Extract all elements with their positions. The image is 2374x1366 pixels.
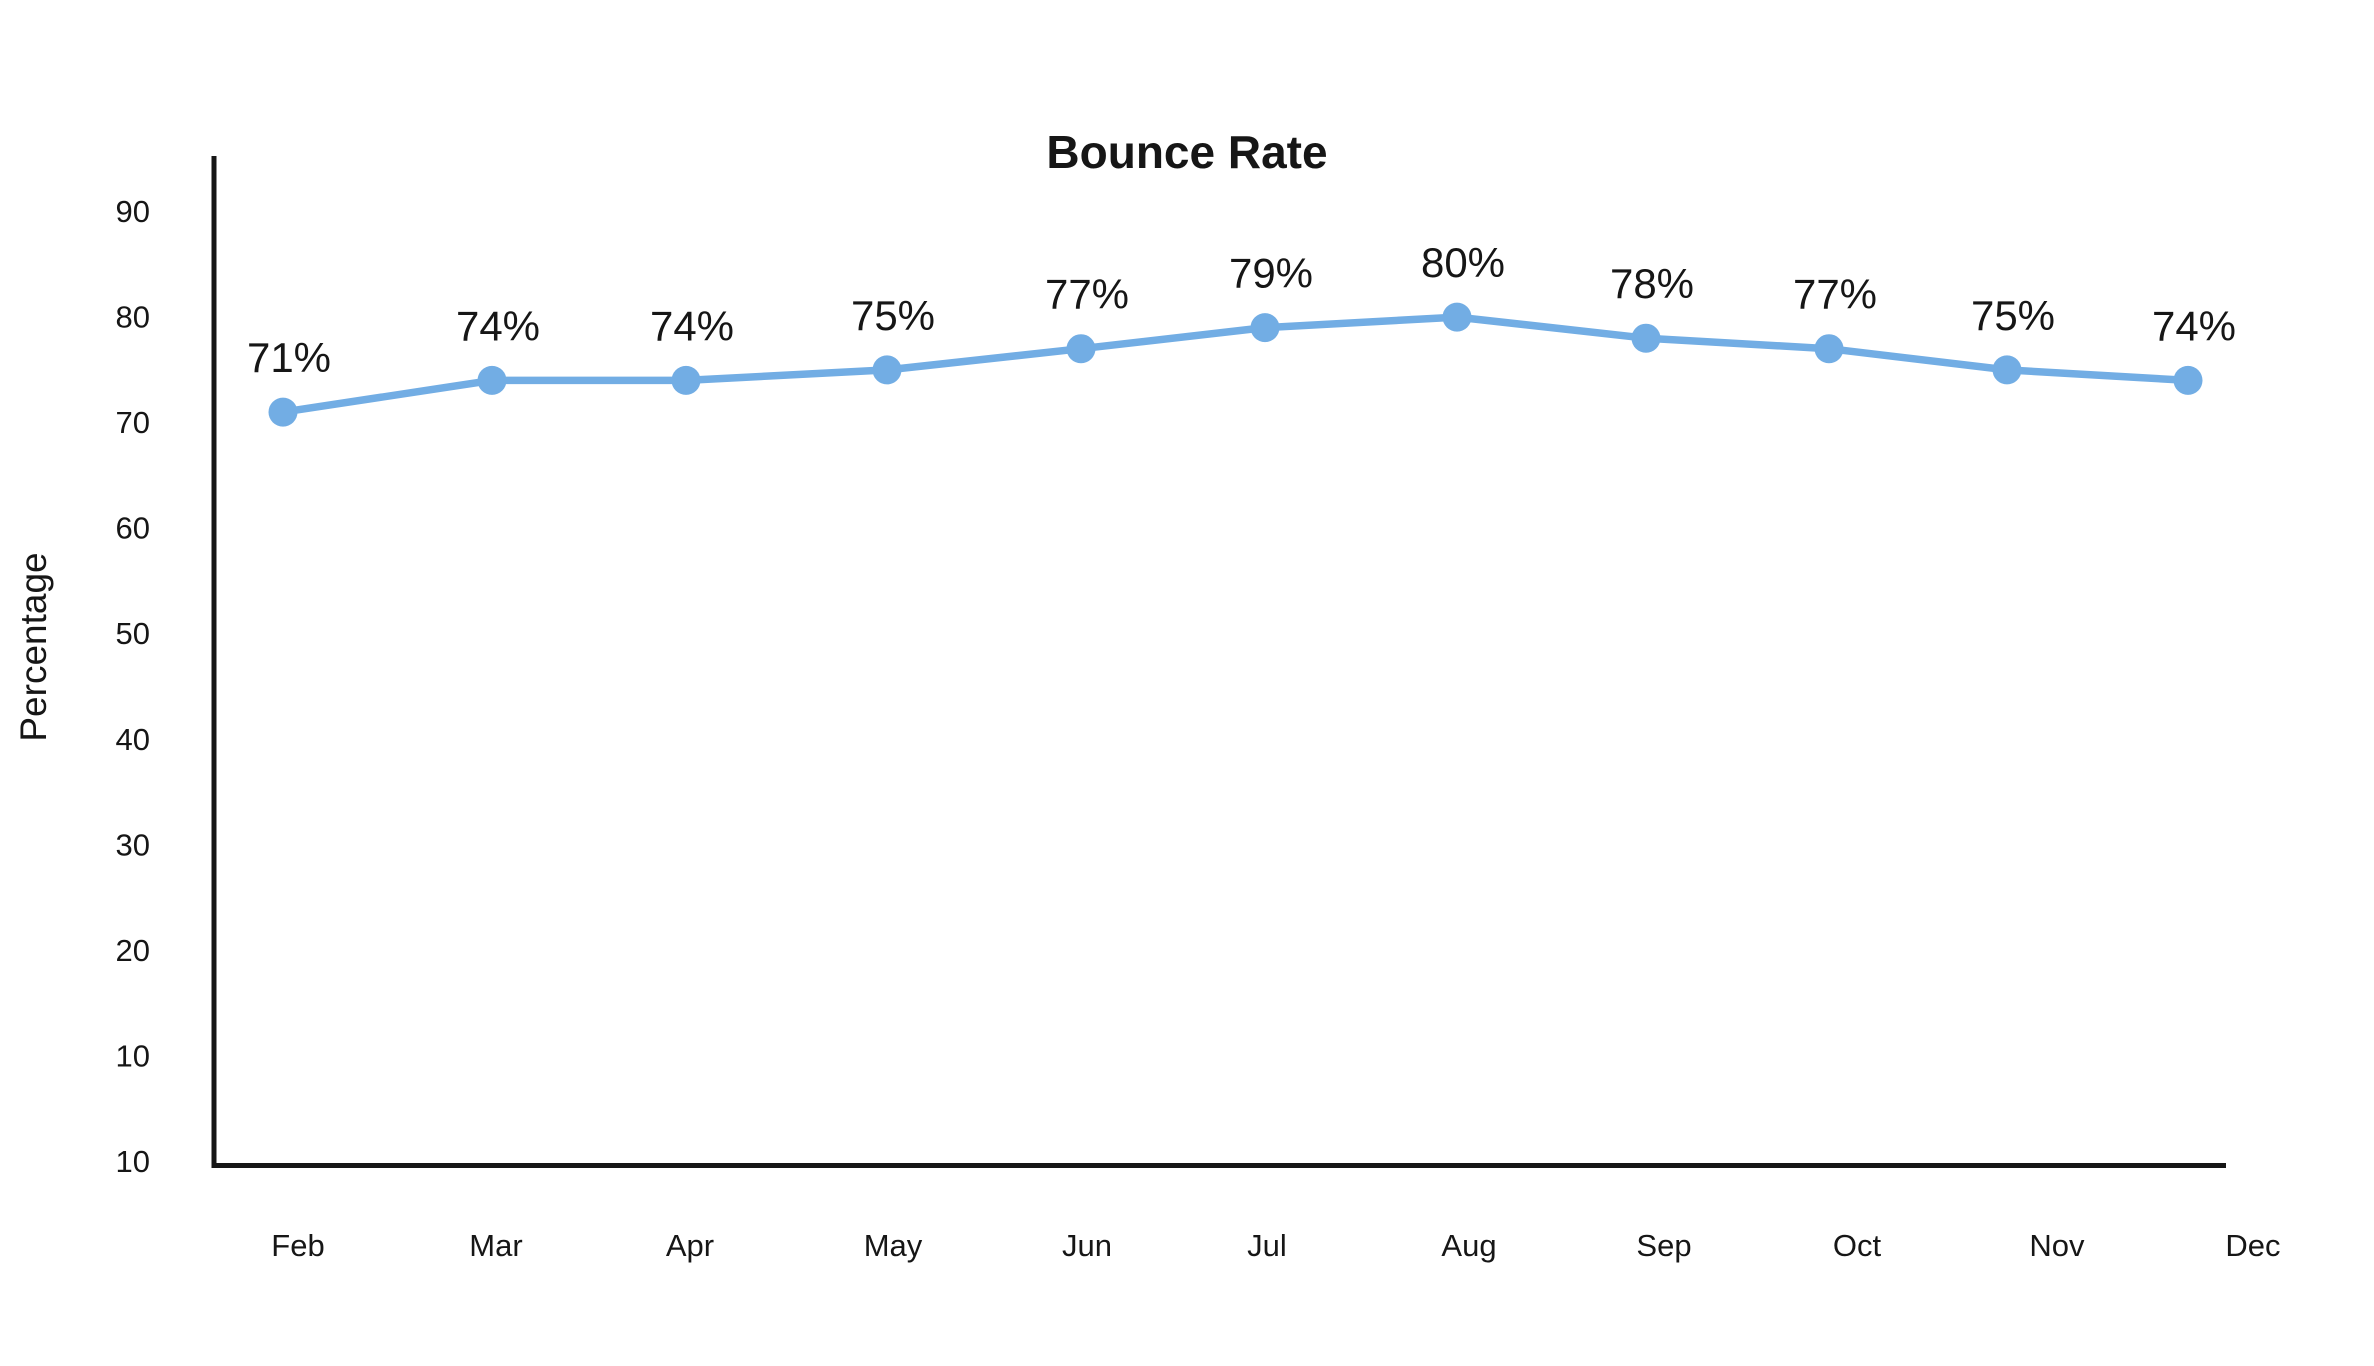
data-point: [1992, 355, 2022, 385]
data-point: [1442, 302, 1472, 332]
x-tick-label: Feb: [271, 1228, 324, 1263]
x-tick-label: Mar: [469, 1228, 522, 1263]
y-tick-label: 80: [116, 300, 150, 335]
y-tick-label: 10: [116, 1039, 150, 1074]
data-point-label: 71%: [247, 334, 331, 381]
x-tick-label: Apr: [666, 1228, 714, 1263]
x-tick-label: Jun: [1062, 1228, 1112, 1263]
data-point-label: 79%: [1229, 250, 1313, 297]
data-point: [1814, 334, 1844, 364]
data-point-label: 77%: [1045, 271, 1129, 318]
data-point-label: 75%: [1971, 292, 2055, 339]
line-series: [279, 313, 2192, 416]
data-point: [872, 355, 902, 385]
data-point: [268, 397, 298, 427]
data-point-label: 74%: [456, 302, 540, 349]
y-tick-label: 30: [116, 827, 150, 862]
x-tick-label: Sep: [1636, 1228, 1691, 1263]
data-point: [1250, 313, 1280, 343]
x-tick-label: Nov: [2029, 1228, 2085, 1263]
data-point: [671, 365, 701, 395]
y-tick-label: 50: [116, 616, 150, 651]
data-point-label: 74%: [650, 302, 734, 349]
data-point-label: 74%: [2152, 302, 2236, 349]
data-point-label: 77%: [1793, 271, 1877, 318]
data-point-label: 75%: [851, 292, 935, 339]
x-tick-label: Oct: [1833, 1228, 1882, 1263]
y-axis-title: Percentage: [13, 552, 54, 741]
y-tick-label: 60: [116, 511, 150, 546]
data-points: [268, 302, 2203, 427]
data-point-label: 80%: [1421, 239, 1505, 286]
x-tick-label: Jul: [1247, 1228, 1287, 1263]
x-tick-label: Dec: [2225, 1228, 2280, 1263]
data-point: [2173, 365, 2203, 395]
y-tick-label: 40: [116, 722, 150, 757]
y-tick-label: 10: [116, 1144, 150, 1179]
data-point-label: 78%: [1610, 260, 1694, 307]
x-tick-label: May: [864, 1228, 923, 1263]
y-axis-tick-labels: 90 80 70 60 50 40 30 20 10 10: [116, 194, 150, 1179]
data-point: [1631, 323, 1661, 353]
y-tick-label: 20: [116, 933, 150, 968]
data-point-labels: 71% 74% 74% 75% 77% 79% 80% 78% 77% 75% 74%: [247, 239, 2236, 381]
chart-title: Bounce Rate: [1046, 126, 1327, 178]
x-axis-tick-labels: Feb Mar Apr May Jun Jul Aug Sep Oct Nov Dec: [271, 1228, 2280, 1263]
data-point: [1066, 334, 1096, 364]
x-tick-label: Aug: [1441, 1228, 1496, 1263]
data-point: [477, 365, 507, 395]
y-tick-label: 90: [116, 194, 150, 229]
y-tick-label: 70: [116, 405, 150, 440]
